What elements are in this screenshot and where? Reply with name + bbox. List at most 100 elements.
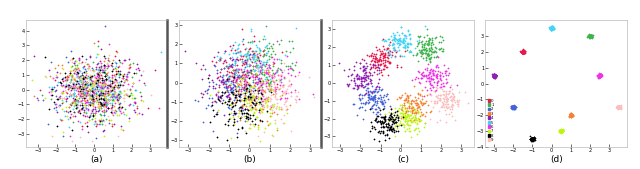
Point [443, 92, 453, 95]
Point [400, 106, 410, 108]
Point [490, 75, 500, 77]
Point [567, 115, 577, 117]
Point [102, 83, 112, 86]
Point [241, 87, 251, 89]
Point [360, 88, 371, 91]
Point [372, 100, 382, 102]
Point [422, 63, 433, 66]
Point [250, 54, 260, 57]
Point [525, 138, 535, 140]
Point [588, 34, 598, 37]
Point [517, 50, 527, 53]
Point [612, 107, 623, 110]
Point [370, 119, 380, 121]
Point [490, 75, 500, 78]
Point [95, 86, 106, 88]
Point [390, 111, 400, 113]
Point [251, 95, 261, 98]
Point [435, 75, 445, 77]
Point [392, 118, 403, 121]
Point [380, 56, 390, 58]
Point [595, 74, 605, 77]
Point [234, 112, 244, 115]
Point [393, 129, 403, 132]
Point [376, 126, 386, 129]
Point [614, 105, 625, 108]
Point [375, 55, 385, 58]
Point [509, 106, 520, 109]
Point [361, 62, 371, 65]
Point [490, 75, 500, 78]
Point [412, 104, 422, 107]
Point [258, 108, 268, 110]
Point [123, 82, 133, 85]
Point [403, 105, 413, 107]
Point [126, 92, 136, 95]
Point [108, 76, 118, 79]
Point [252, 46, 262, 48]
Point [489, 73, 499, 76]
Point [269, 102, 279, 105]
Point [66, 103, 76, 106]
Point [230, 79, 241, 82]
Point [528, 137, 538, 139]
Point [594, 76, 604, 78]
Point [240, 48, 250, 51]
Point [76, 87, 86, 90]
Point [408, 108, 419, 111]
Point [453, 104, 463, 107]
Point [284, 80, 294, 83]
Point [86, 94, 96, 96]
Point [403, 42, 413, 45]
Point [241, 88, 252, 90]
Point [261, 98, 271, 101]
Point [279, 62, 289, 64]
Point [556, 129, 566, 132]
Point [209, 100, 220, 102]
Point [246, 85, 256, 87]
Point [74, 109, 84, 112]
Point [556, 129, 566, 132]
Point [77, 102, 87, 105]
Point [426, 38, 436, 41]
Point [269, 83, 280, 85]
Point [273, 67, 283, 69]
Point [140, 84, 150, 87]
Point [353, 76, 364, 79]
Point [376, 101, 387, 104]
Point [362, 53, 372, 56]
Point [99, 97, 109, 100]
Point [613, 106, 623, 108]
Point [614, 107, 624, 109]
Point [518, 51, 528, 54]
Point [66, 78, 76, 81]
Point [97, 83, 107, 86]
Point [612, 107, 623, 109]
Point [246, 98, 256, 101]
Point [527, 137, 537, 140]
Point [227, 80, 237, 83]
Point [388, 43, 398, 46]
Point [230, 94, 241, 96]
Point [385, 52, 396, 55]
Point [86, 98, 97, 100]
Point [263, 100, 273, 103]
Point [79, 105, 90, 108]
Point [88, 114, 99, 117]
Point [527, 138, 538, 140]
Point [220, 79, 230, 82]
Point [86, 99, 97, 101]
Point [352, 73, 362, 75]
Point [508, 105, 518, 107]
Point [367, 63, 378, 66]
Point [259, 38, 269, 40]
Point [72, 106, 83, 109]
Point [556, 129, 566, 132]
Point [433, 66, 444, 69]
Point [365, 130, 375, 133]
Point [595, 75, 605, 77]
Point [64, 106, 74, 108]
Point [271, 98, 282, 101]
Point [584, 35, 595, 38]
Point [241, 69, 252, 71]
